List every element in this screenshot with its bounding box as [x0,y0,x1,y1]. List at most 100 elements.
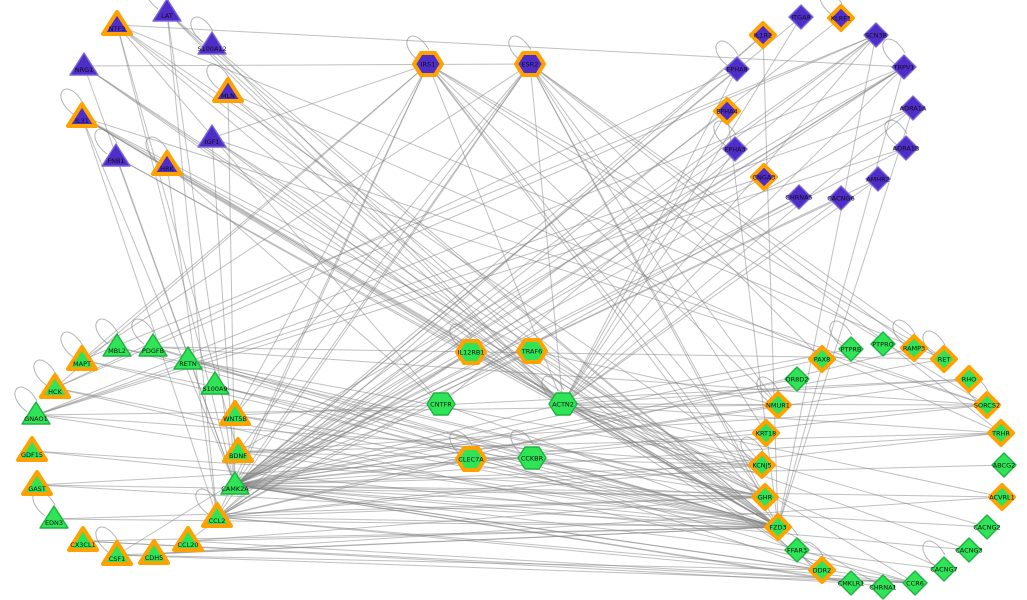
node-shape[interactable] [67,526,99,552]
node-shape[interactable] [973,391,1001,419]
node-shape[interactable] [893,135,919,161]
node-CHRNA5[interactable]: CHRNA5 [785,184,813,210]
node-shape[interactable] [69,52,99,76]
node-S100A9[interactable]: S100A9 [200,371,230,395]
node-shape[interactable] [220,471,250,495]
node-shape[interactable] [838,570,864,596]
node-shape[interactable] [138,539,170,565]
node-CCKBR[interactable]: CCKBR [517,446,547,470]
node-shape[interactable] [784,366,810,392]
node-shape[interactable] [426,392,456,416]
node-shape[interactable] [891,54,917,80]
node-shape[interactable] [988,483,1016,511]
node-shape[interactable] [749,21,777,49]
node-CACNG7[interactable]: CACNG7 [930,556,958,582]
node-shape[interactable] [102,333,132,357]
node-shape[interactable] [548,392,578,416]
node-shape[interactable] [138,333,168,357]
node-shape[interactable] [751,483,779,511]
node-shape[interactable] [200,371,230,395]
node-shape[interactable] [21,470,53,496]
node-shape[interactable] [870,331,896,357]
node-CNTFR[interactable]: CNTFR [426,392,456,416]
node-shape[interactable] [152,0,182,22]
node-shape[interactable] [900,334,928,362]
node-IL1R2[interactable]: IL1R2 [749,21,777,49]
node-IRS1[interactable]: IRS1 [412,51,444,77]
node-shape[interactable] [39,373,71,399]
node-CX3CL1[interactable]: CX3CL1 [67,526,99,552]
node-shape[interactable] [455,339,487,365]
node-shape[interactable] [808,556,836,584]
node-shape[interactable] [201,502,233,528]
node-GDF15[interactable]: GDF15 [16,436,48,462]
node-CCR6[interactable]: CCR6 [902,570,928,596]
node-S100A12[interactable]: S100A12 [197,31,227,55]
node-CACNG6[interactable]: CACNG6 [827,185,855,211]
node-CSF1[interactable]: CSF1 [101,540,133,566]
node-shape[interactable] [173,346,203,370]
node-NTF3[interactable]: NTF3 [101,10,133,36]
node-KCNJ5[interactable]: KCNJ5 [748,451,776,479]
node-shape[interactable] [748,451,776,479]
node-ABCG2[interactable]: ABCG2 [991,452,1017,478]
node-shape[interactable] [151,150,183,176]
node-shape[interactable] [16,436,48,462]
node-IL12RB1[interactable]: IL12RB1 [455,339,487,365]
node-shape[interactable] [514,51,546,77]
node-LAT[interactable]: LAT [152,0,182,22]
node-AMHR2[interactable]: AMHR2 [865,166,891,192]
node-shape[interactable] [788,4,814,30]
node-CACNG3[interactable]: CACNG3 [955,537,983,563]
node-shape[interactable] [750,163,778,191]
node-shape[interactable] [222,437,254,463]
node-CNGA3[interactable]: CNGA3 [750,163,778,191]
node-EPHA3[interactable]: EPHA3 [722,136,748,162]
node-TRHR[interactable]: TRHR [987,419,1015,447]
node-shape[interactable] [66,102,98,128]
node-NRG1[interactable]: NRG1 [69,52,99,76]
node-shape[interactable] [902,570,928,596]
node-KLRF1[interactable]: KLRF1 [827,4,855,32]
node-shape[interactable] [784,537,810,563]
node-shape[interactable] [172,526,204,552]
node-shape[interactable] [991,452,1017,478]
node-shape[interactable] [516,338,548,364]
node-EDN3[interactable]: EDN3 [39,505,69,529]
node-shape[interactable] [39,505,69,529]
node-shape[interactable] [870,574,896,600]
node-shape[interactable] [827,4,855,32]
node-shape[interactable] [930,345,958,373]
node-shape[interactable] [21,401,51,425]
node-ITGA8[interactable]: ITGA8 [788,4,814,30]
node-shape[interactable] [865,166,891,192]
node-ADRA1B[interactable]: ADRA1B [893,135,920,161]
node-RHO[interactable]: RHO [955,365,983,393]
node-shape[interactable] [212,77,244,103]
node-MBL2[interactable]: MBL2 [102,333,132,357]
node-shape[interactable] [724,56,750,82]
node-ACTN2[interactable]: ACTN2 [548,392,578,416]
node-shape[interactable] [863,22,889,48]
node-shape[interactable] [713,97,741,125]
node-shape[interactable] [197,124,227,148]
node-shape[interactable] [764,513,792,541]
node-TRAF6[interactable]: TRAF6 [516,338,548,364]
node-shape[interactable] [101,143,131,167]
node-ESR2[interactable]: ESR2 [514,51,546,77]
node-shape[interactable] [455,446,487,472]
node-shape[interactable] [219,400,251,426]
node-shape[interactable] [974,514,1000,540]
node-ACVRL1[interactable]: ACVRL1 [988,483,1016,511]
node-GAST[interactable]: GAST [21,470,53,496]
node-shape[interactable] [517,446,547,470]
node-shape[interactable] [808,345,836,373]
node-CLEC7A[interactable]: CLEC7A [455,446,487,472]
node-PTPRO[interactable]: PTPRO [870,331,896,357]
node-shape[interactable] [752,419,780,447]
node-GNAO1[interactable]: GNAO1 [21,401,51,425]
node-FNB1[interactable]: FNB1 [101,143,131,167]
node-shape[interactable] [197,31,227,55]
node-shape[interactable] [987,419,1015,447]
node-RAMP3[interactable]: RAMP3 [900,334,928,362]
